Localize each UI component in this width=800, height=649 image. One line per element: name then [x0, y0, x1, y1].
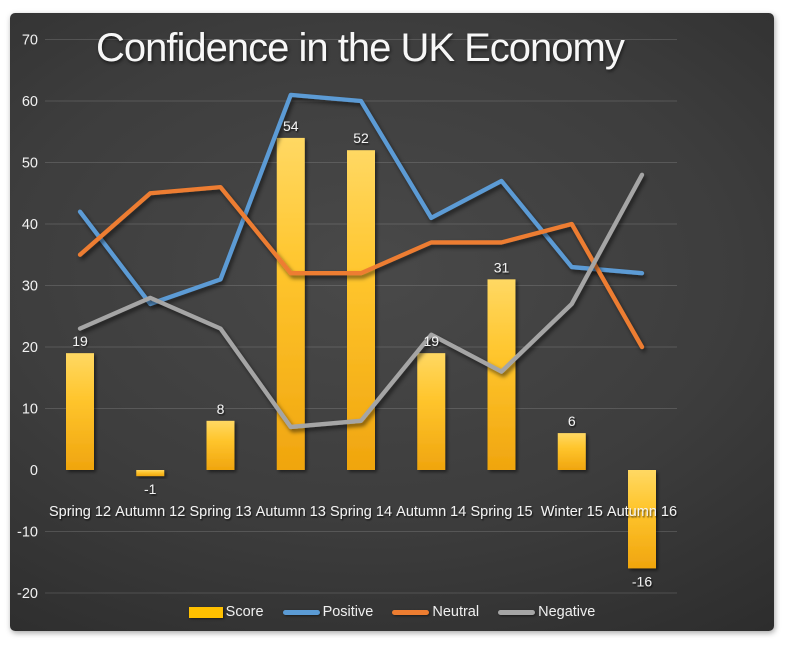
bar-data-label: 52	[353, 130, 369, 146]
bar-data-label: 19	[72, 333, 88, 349]
bar-score	[417, 353, 446, 470]
x-axis-label: Spring 15	[470, 504, 532, 520]
y-axis-label: -20	[17, 586, 38, 602]
x-axis-label: Autumn 13	[256, 504, 326, 520]
bar-data-label: 8	[217, 401, 225, 417]
legend-label-neutral: Neutral	[432, 604, 480, 620]
legend-label-positive: Positive	[322, 604, 374, 620]
chart-legend: Score Positive Neutral Negative	[10, 604, 774, 620]
line-neutral	[77, 184, 645, 350]
y-axis-label: 40	[22, 217, 38, 233]
bar-score	[487, 279, 516, 470]
x-axis-label: Autumn 12	[115, 504, 185, 520]
legend-item-neutral: Neutral	[392, 604, 479, 620]
bar-score	[557, 433, 586, 470]
y-axis-label: 70	[22, 33, 38, 49]
bar-score	[347, 150, 375, 470]
neutral-line-swatch-icon	[392, 609, 430, 615]
y-axis-label: 20	[22, 340, 38, 356]
bar-data-label: 19	[423, 333, 439, 349]
bar-score	[628, 470, 656, 569]
legend-item-positive: Positive	[282, 604, 374, 620]
x-axis-label: Autumn 14	[396, 504, 466, 520]
bars-group	[66, 137, 656, 569]
legend-item-score: Score	[188, 604, 264, 620]
legend-item-negative: Negative	[498, 604, 595, 620]
y-axis-label: 10	[22, 402, 38, 418]
y-axis-label: 60	[22, 94, 38, 110]
lines-group	[77, 92, 645, 430]
bar-score	[206, 420, 235, 470]
chart-title: Confidence in the UK Economy	[96, 26, 625, 70]
x-axis-label: Autumn 16	[607, 504, 677, 520]
x-axis-label: Spring 13	[189, 504, 251, 520]
bar-data-label: 31	[494, 259, 510, 275]
x-axis-label: Spring 12	[49, 504, 111, 520]
bar-data-label: -1	[144, 481, 157, 497]
bar-score	[66, 353, 94, 470]
positive-line-swatch-icon	[282, 609, 320, 615]
legend-label-negative: Negative	[538, 604, 596, 620]
bar-labels-group: 19 -1 8 54 52 19 31 6 -16	[72, 118, 652, 590]
bar-data-label: -16	[632, 573, 652, 589]
y-axis-label: 0	[30, 463, 38, 479]
legend-label-score: Score	[225, 604, 264, 620]
bar-data-label: 54	[283, 118, 299, 134]
y-axis-label: -10	[17, 525, 38, 541]
bar-score	[276, 137, 305, 470]
bar-score	[136, 470, 165, 477]
score-bar-swatch-icon	[188, 606, 223, 618]
chart-panel: 70 60 50 40 30 20 10 0 -10 -20 Spring 12 Autumn 12 S…	[10, 13, 774, 631]
y-axis-label: 30	[22, 279, 38, 295]
x-axis-label: Spring 14	[330, 504, 392, 520]
bar-data-label: 6	[568, 413, 576, 429]
line-positive	[77, 92, 645, 307]
negative-line-swatch-icon	[498, 609, 536, 615]
line-negative	[77, 172, 645, 430]
x-axis-label: Winter 15	[541, 504, 603, 520]
y-axis-label: 50	[22, 156, 38, 172]
